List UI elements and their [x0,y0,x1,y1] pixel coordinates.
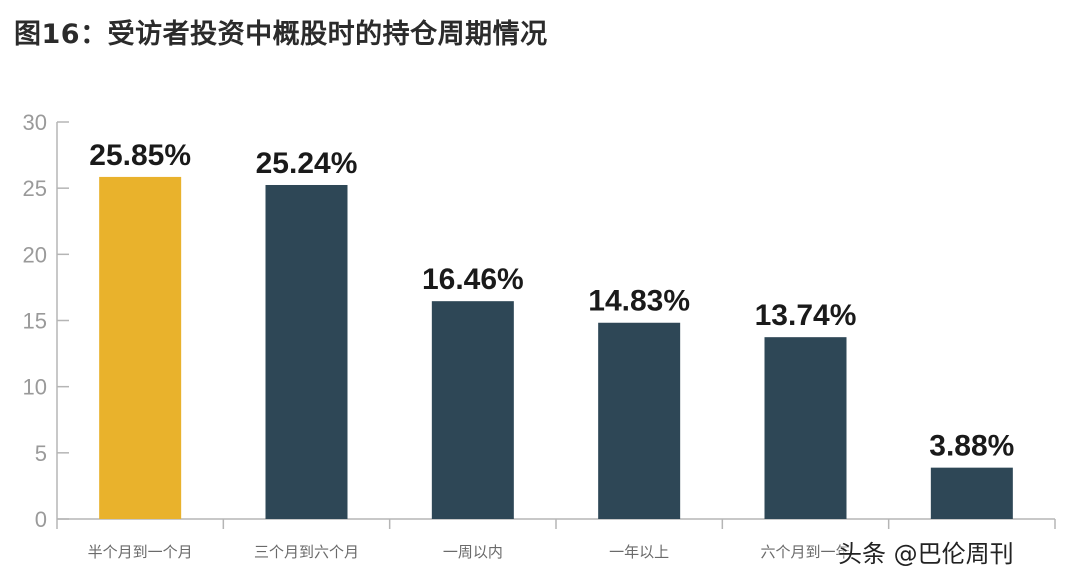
y-tick-label: 0 [35,507,47,532]
bar [431,301,514,519]
y-tick-label: 15 [23,309,47,334]
category-label: 一周以内 [443,543,503,561]
category-label: 三个月到六个月 [254,543,359,561]
value-labels: 25.85% 25.24% 16.46% 14.83% 13.74% 3.88% [89,139,1014,463]
y-tick-label: 5 [35,441,47,466]
watermark: 头条 @巴伦周刊 [838,540,1014,568]
bars [99,176,1013,519]
bar-value-label: 25.85% [89,139,191,172]
y-tick-label: 30 [23,110,47,135]
bar-value-label: 16.46% [422,263,524,296]
bar [764,337,847,519]
category-label: 六个月到一年 [760,543,850,561]
y-axis: 0 5 10 15 20 25 30 [23,110,69,532]
y-tick-label: 10 [23,375,47,400]
y-tick-label: 20 [23,242,47,267]
bar [99,176,182,519]
bar [598,322,681,519]
bar-value-label: 25.24% [256,147,358,180]
bar-value-label: 13.74% [755,299,857,332]
chart-title: 图16：受访者投资中概股时的持仓周期情况 [14,19,548,50]
bar-value-label: 3.88% [929,430,1014,463]
x-axis [56,518,1056,529]
y-tick-label: 25 [23,176,47,201]
category-labels: 半个月到一个月 三个月到六个月 一周以内 一年以上 六个月到一年 [88,543,851,561]
bar [930,467,1013,519]
bar-value-label: 14.83% [588,285,690,318]
category-label: 半个月到一个月 [88,543,193,561]
category-label: 一年以上 [609,543,669,561]
bar [265,184,348,519]
